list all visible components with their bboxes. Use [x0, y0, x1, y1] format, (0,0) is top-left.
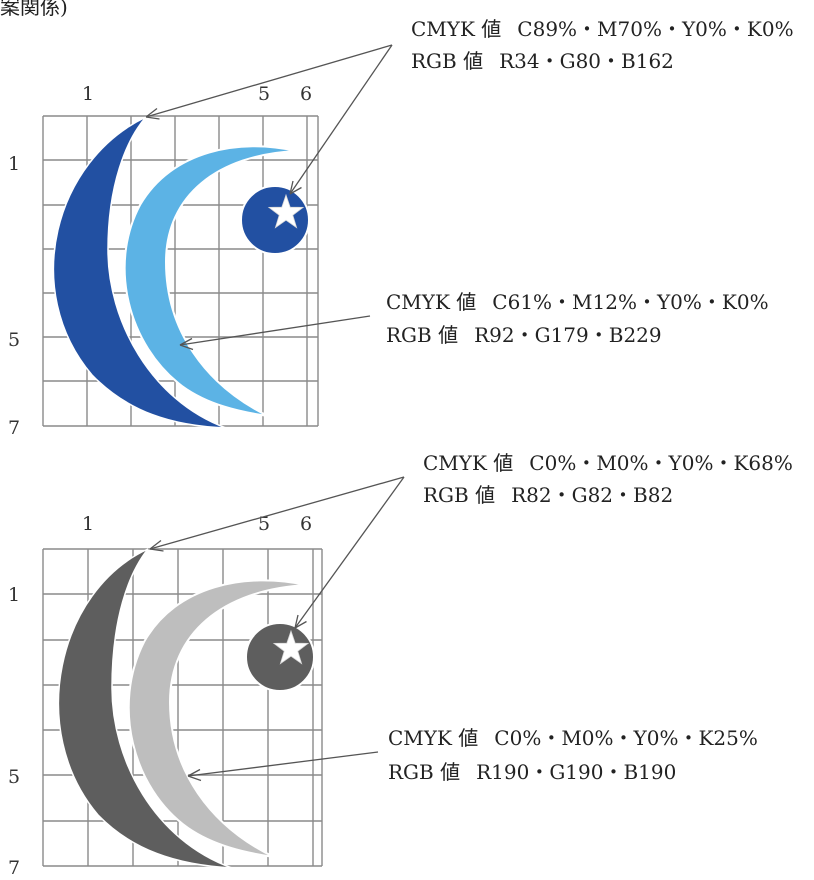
star-icon — [272, 629, 310, 665]
arrowhead — [294, 614, 307, 629]
arrowhead — [289, 180, 302, 195]
leader-gray-circle — [294, 476, 405, 629]
color-circle-shape — [240, 185, 310, 255]
leader-gray-dark-crescent — [149, 476, 405, 550]
col-label-6: 6 — [300, 83, 312, 105]
spec-gray-light-cmyk: CMYK 値 C0%・M0%・Y0%・K25% — [388, 726, 758, 750]
color-light-crescent-shape — [123, 145, 297, 417]
arrowhead — [145, 107, 160, 120]
spec-gray-dark-rgb: RGB 値 R82・G82・B82 — [423, 483, 673, 507]
row-label-7: 7 — [8, 857, 20, 879]
spec-dark-rgb: RGB 値 R34・G80・B162 — [411, 49, 674, 73]
arrowhead — [179, 337, 194, 351]
row-label-5: 5 — [8, 766, 20, 788]
col-label-1: 1 — [82, 513, 94, 535]
arrowhead — [187, 768, 202, 782]
col-label-5: 5 — [258, 83, 270, 105]
arrowhead — [149, 539, 164, 552]
spec-gray-dark-cmyk: CMYK 値 C0%・M0%・Y0%・K68% — [423, 451, 793, 475]
row-label-7: 7 — [8, 417, 20, 439]
color-logo-figure: 1 5 6 1 5 7 CMYK 値 C89%・M70%・Y0%・K0% — [8, 17, 794, 439]
col-label-5: 5 — [258, 513, 270, 535]
gray-dark-crescent-shape — [57, 548, 233, 869]
color-dark-crescent-shape — [52, 116, 227, 429]
leader-color-circle — [289, 44, 393, 195]
gray-light-crescent-shape — [127, 579, 307, 858]
col-label-6: 6 — [300, 513, 312, 535]
gray-logo-figure: 1 5 6 1 5 7 CMYK 値 C0%・M0%・Y0%・K68% — [8, 451, 793, 879]
leader-gray-light-crescent — [187, 751, 379, 777]
caption-fragment: 案関係) — [0, 0, 68, 19]
leader-light-crescent — [179, 315, 371, 346]
leader-dark-crescent — [145, 44, 393, 118]
row-label-1: 1 — [8, 153, 20, 175]
gray-circle-shape — [245, 622, 315, 692]
col-label-1: 1 — [82, 83, 94, 105]
spec-dark-cmyk: CMYK 値 C89%・M70%・Y0%・K0% — [411, 17, 794, 41]
spec-light-cmyk: CMYK 値 C61%・M12%・Y0%・K0% — [386, 290, 769, 314]
spec-light-rgb: RGB 値 R92・G179・B229 — [386, 323, 662, 347]
star-icon — [267, 193, 305, 229]
row-label-1: 1 — [8, 584, 20, 606]
row-label-5: 5 — [8, 329, 20, 351]
spec-gray-light-rgb: RGB 値 R190・G190・B190 — [388, 760, 676, 784]
